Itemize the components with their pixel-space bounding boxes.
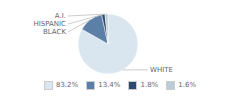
html-text:1.6%: 1.6% xyxy=(178,81,196,89)
html-text:13.4%: 13.4% xyxy=(98,81,121,89)
html-text:83.2%: 83.2% xyxy=(56,81,79,89)
svg-text:BLACK: BLACK xyxy=(43,28,66,36)
svg-text:HISPANIC: HISPANIC xyxy=(33,20,66,28)
html-text:1.8%: 1.8% xyxy=(140,81,159,89)
svg-text:A.I.: A.I. xyxy=(55,12,66,20)
svg-text:WHITE: WHITE xyxy=(150,66,173,74)
